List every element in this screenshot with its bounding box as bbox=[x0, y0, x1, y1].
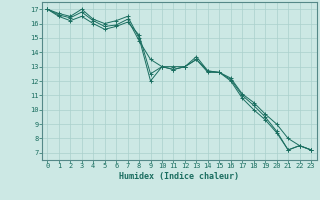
X-axis label: Humidex (Indice chaleur): Humidex (Indice chaleur) bbox=[119, 172, 239, 181]
